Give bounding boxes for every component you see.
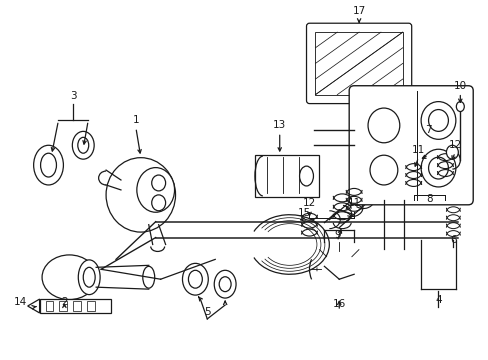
Bar: [60, 301, 67, 311]
Bar: [315, 32, 402, 95]
Ellipse shape: [427, 157, 447, 179]
Ellipse shape: [219, 277, 231, 292]
Ellipse shape: [106, 158, 175, 232]
Ellipse shape: [367, 108, 399, 143]
Text: 17: 17: [352, 6, 365, 16]
Text: 13: 13: [272, 120, 286, 130]
Ellipse shape: [455, 102, 463, 112]
Ellipse shape: [299, 166, 313, 186]
Ellipse shape: [78, 260, 100, 294]
Ellipse shape: [151, 175, 165, 191]
Ellipse shape: [137, 168, 174, 212]
Text: 16: 16: [332, 299, 345, 309]
Ellipse shape: [41, 153, 56, 177]
Ellipse shape: [78, 137, 88, 153]
Ellipse shape: [427, 109, 447, 131]
Text: 9: 9: [333, 230, 340, 239]
Ellipse shape: [188, 270, 202, 288]
Ellipse shape: [395, 172, 407, 188]
Ellipse shape: [419, 172, 431, 188]
Polygon shape: [28, 299, 40, 313]
Bar: [40, 299, 111, 313]
Ellipse shape: [142, 266, 154, 288]
Bar: [45, 301, 53, 311]
Text: 5: 5: [203, 307, 210, 317]
Text: 7: 7: [425, 125, 431, 135]
Polygon shape: [254, 155, 319, 197]
Ellipse shape: [446, 145, 457, 159]
Ellipse shape: [83, 267, 95, 287]
Ellipse shape: [42, 255, 97, 300]
FancyBboxPatch shape: [306, 23, 411, 104]
Text: 12: 12: [448, 140, 461, 150]
FancyBboxPatch shape: [348, 86, 472, 205]
Ellipse shape: [420, 149, 455, 187]
Text: 3: 3: [70, 91, 77, 100]
Text: 14: 14: [14, 297, 27, 307]
Ellipse shape: [369, 155, 397, 185]
Text: 4: 4: [434, 295, 441, 305]
Text: 11: 11: [411, 145, 425, 155]
Bar: [87, 301, 95, 311]
Text: 10: 10: [453, 81, 466, 91]
Ellipse shape: [34, 145, 63, 185]
Text: 1: 1: [132, 116, 139, 125]
Ellipse shape: [420, 102, 455, 139]
Ellipse shape: [151, 195, 165, 211]
Bar: [73, 301, 81, 311]
Ellipse shape: [182, 264, 208, 295]
Bar: [409, 160, 417, 200]
Text: 6: 6: [449, 235, 456, 246]
Text: 2: 2: [61, 297, 67, 307]
Ellipse shape: [72, 131, 94, 159]
Text: 11: 11: [347, 198, 360, 208]
Ellipse shape: [214, 270, 236, 298]
Text: 15: 15: [297, 208, 310, 218]
Text: 8: 8: [426, 194, 432, 204]
Text: 12: 12: [302, 198, 315, 208]
